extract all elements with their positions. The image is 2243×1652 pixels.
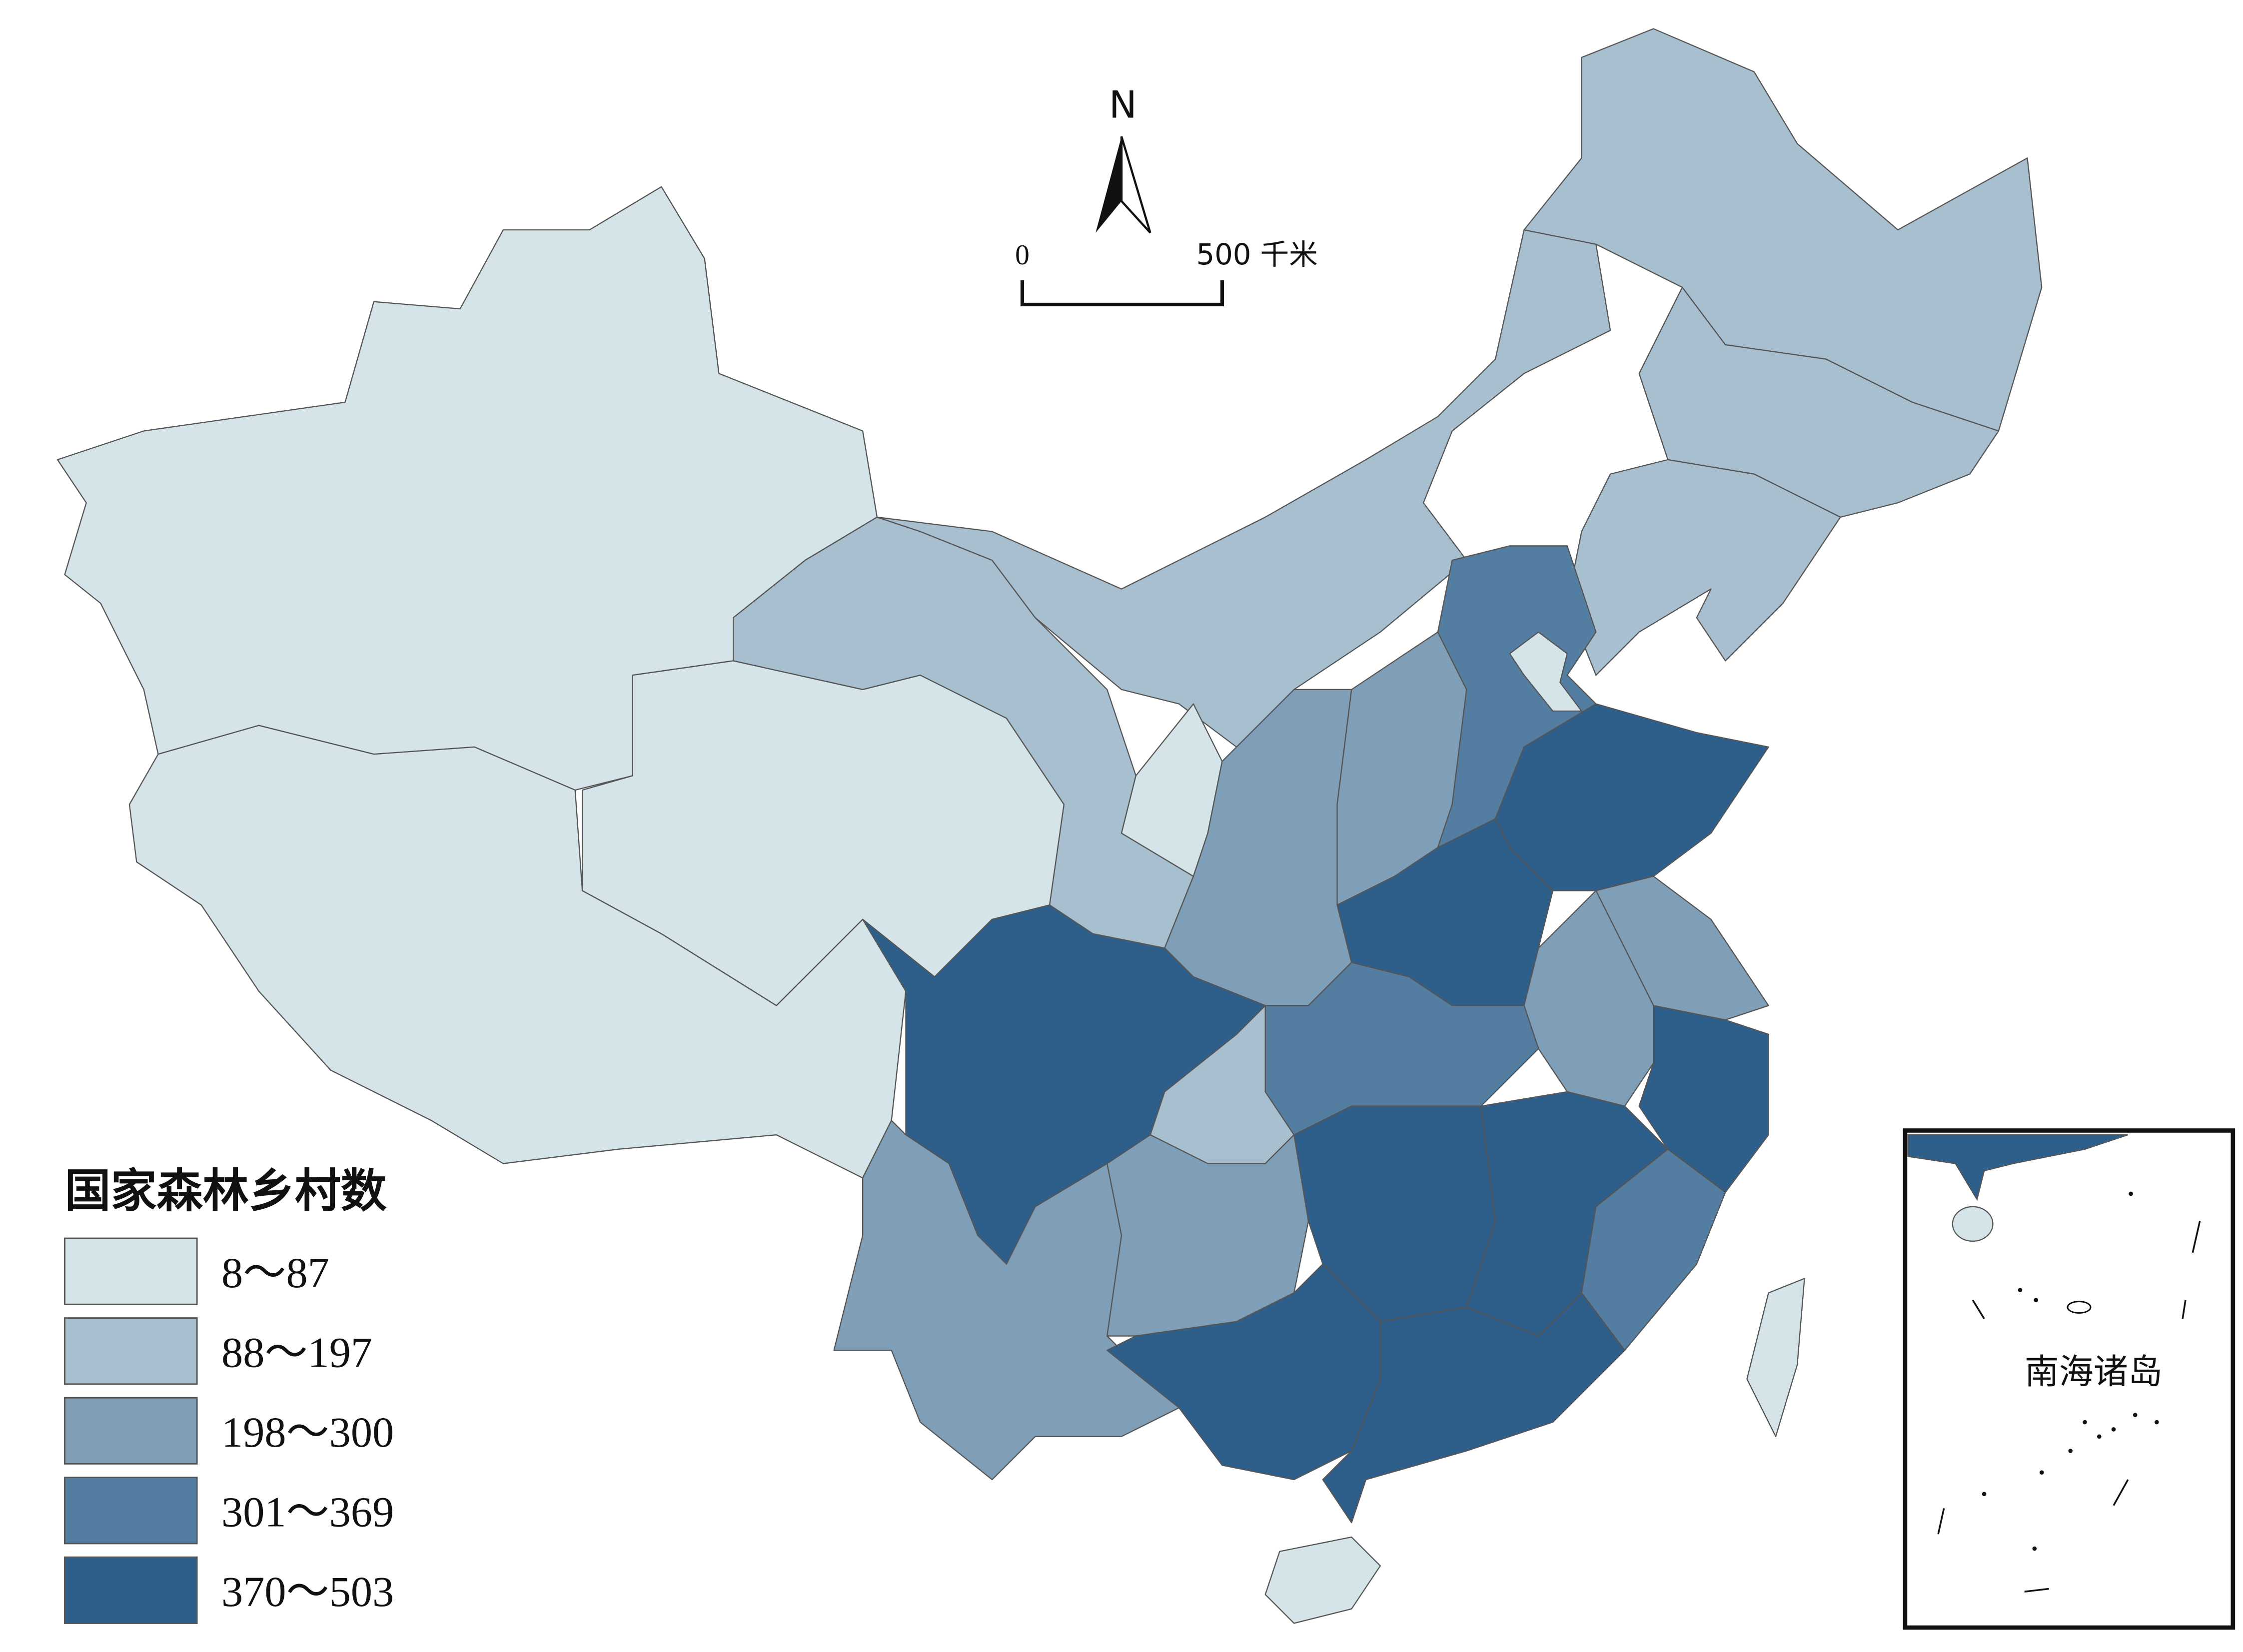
north-label: N — [1109, 83, 1137, 127]
region — [1107, 1134, 1309, 1337]
legend-swatch — [64, 1237, 198, 1305]
inset-label: 南海诸岛 — [2025, 1352, 2163, 1392]
region — [1509, 631, 1582, 712]
legend-label: 301～369 — [221, 1488, 394, 1536]
legend-label: 370～503 — [221, 1568, 394, 1616]
legend-title: 国家森林乡村数 — [64, 1164, 386, 1218]
scale-start: 0 — [1015, 239, 1030, 271]
north-arrow: N — [1096, 83, 1151, 234]
legend: 国家森林乡村数 8～87 88～197 198～300 301～369 370～503 — [64, 1164, 394, 1624]
scale-bar: 0 500 千米 — [1015, 238, 1318, 307]
region — [1746, 1278, 1805, 1437]
region — [1638, 286, 2000, 518]
legend-label: 8～87 — [221, 1249, 329, 1297]
legend-label: 88～197 — [221, 1328, 372, 1376]
inset: 南海诸岛 — [1903, 1128, 2236, 1630]
provinces — [56, 28, 2043, 1624]
legend-swatch — [64, 1397, 198, 1465]
region — [876, 229, 1611, 748]
legend-swatch — [64, 1556, 198, 1624]
region — [1322, 1292, 1626, 1524]
legend-swatch — [64, 1477, 198, 1545]
legend-label: 198～300 — [221, 1408, 394, 1456]
legend-swatch — [64, 1317, 198, 1385]
region — [1264, 1536, 1381, 1624]
scale-end: 500 千米 — [1196, 238, 1318, 271]
